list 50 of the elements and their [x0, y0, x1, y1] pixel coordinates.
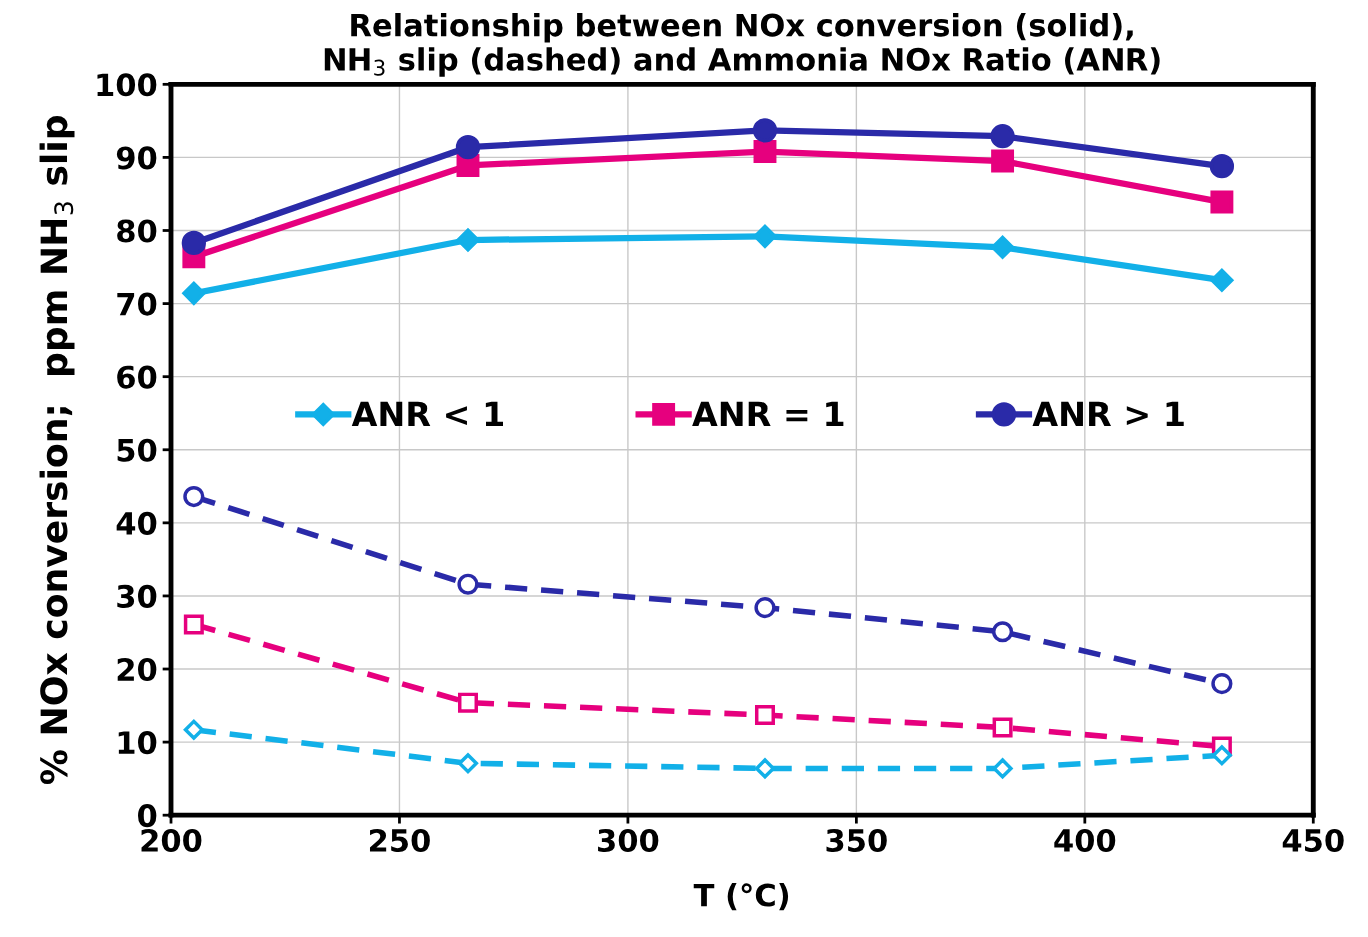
x-tick-label: 200 [141, 828, 202, 853]
x-axis-title: T (°C) [693, 882, 789, 911]
y-tick-label: 10 [118, 731, 157, 755]
point [457, 692, 478, 713]
point [456, 228, 480, 252]
point [1210, 190, 1234, 214]
legend-label: ANR = 1 [692, 401, 844, 427]
point [754, 597, 776, 619]
point [752, 118, 778, 143]
point [1211, 673, 1233, 695]
point [1210, 268, 1234, 292]
chart-title: Relationship between NOx conversion (solid), NH$_{3}$ slip (dashed) and Ammonia NOx Ratio (ANR) [324, 13, 1160, 77]
x-tick-label: 450 [1282, 828, 1344, 853]
point [753, 224, 777, 248]
x-tick-label: 300 [598, 828, 659, 853]
x-tick-label: 400 [1054, 828, 1116, 853]
y-tick-label: 20 [117, 657, 157, 682]
point [754, 758, 776, 779]
y-tick-label: 70 [117, 292, 157, 316]
legend-label: ANR < 1 [351, 401, 503, 427]
point [992, 717, 1013, 738]
point [457, 573, 479, 595]
y-tick-label: 100 [97, 73, 157, 97]
legend-label: ANR > 1 [1032, 401, 1184, 427]
y-tick-label: 0 [138, 804, 157, 828]
y-tick-label: 40 [116, 511, 157, 535]
y-tick-label: 90 [116, 146, 157, 170]
point [754, 705, 775, 726]
point [1209, 154, 1235, 179]
y-tick-label: 50 [117, 438, 157, 462]
point [992, 758, 1013, 779]
x-tick-label: 350 [826, 828, 887, 853]
point [753, 140, 777, 164]
y-tick-label: 80 [117, 219, 157, 243]
point [991, 235, 1015, 259]
point [991, 149, 1015, 173]
y-tick-label: 30 [117, 584, 157, 608]
point [183, 485, 205, 508]
point [1211, 745, 1232, 766]
point [455, 135, 481, 160]
point [457, 753, 479, 774]
point [990, 124, 1015, 149]
point [182, 281, 206, 305]
point [991, 621, 1014, 643]
x-tick-label: 250 [369, 828, 430, 853]
y-tick-label: 60 [117, 365, 157, 389]
point [181, 230, 206, 256]
point [183, 614, 204, 635]
y-axis-title: % NOx conversion; ppm NH$_{3}$ slip [39, 116, 75, 785]
point [183, 719, 204, 740]
